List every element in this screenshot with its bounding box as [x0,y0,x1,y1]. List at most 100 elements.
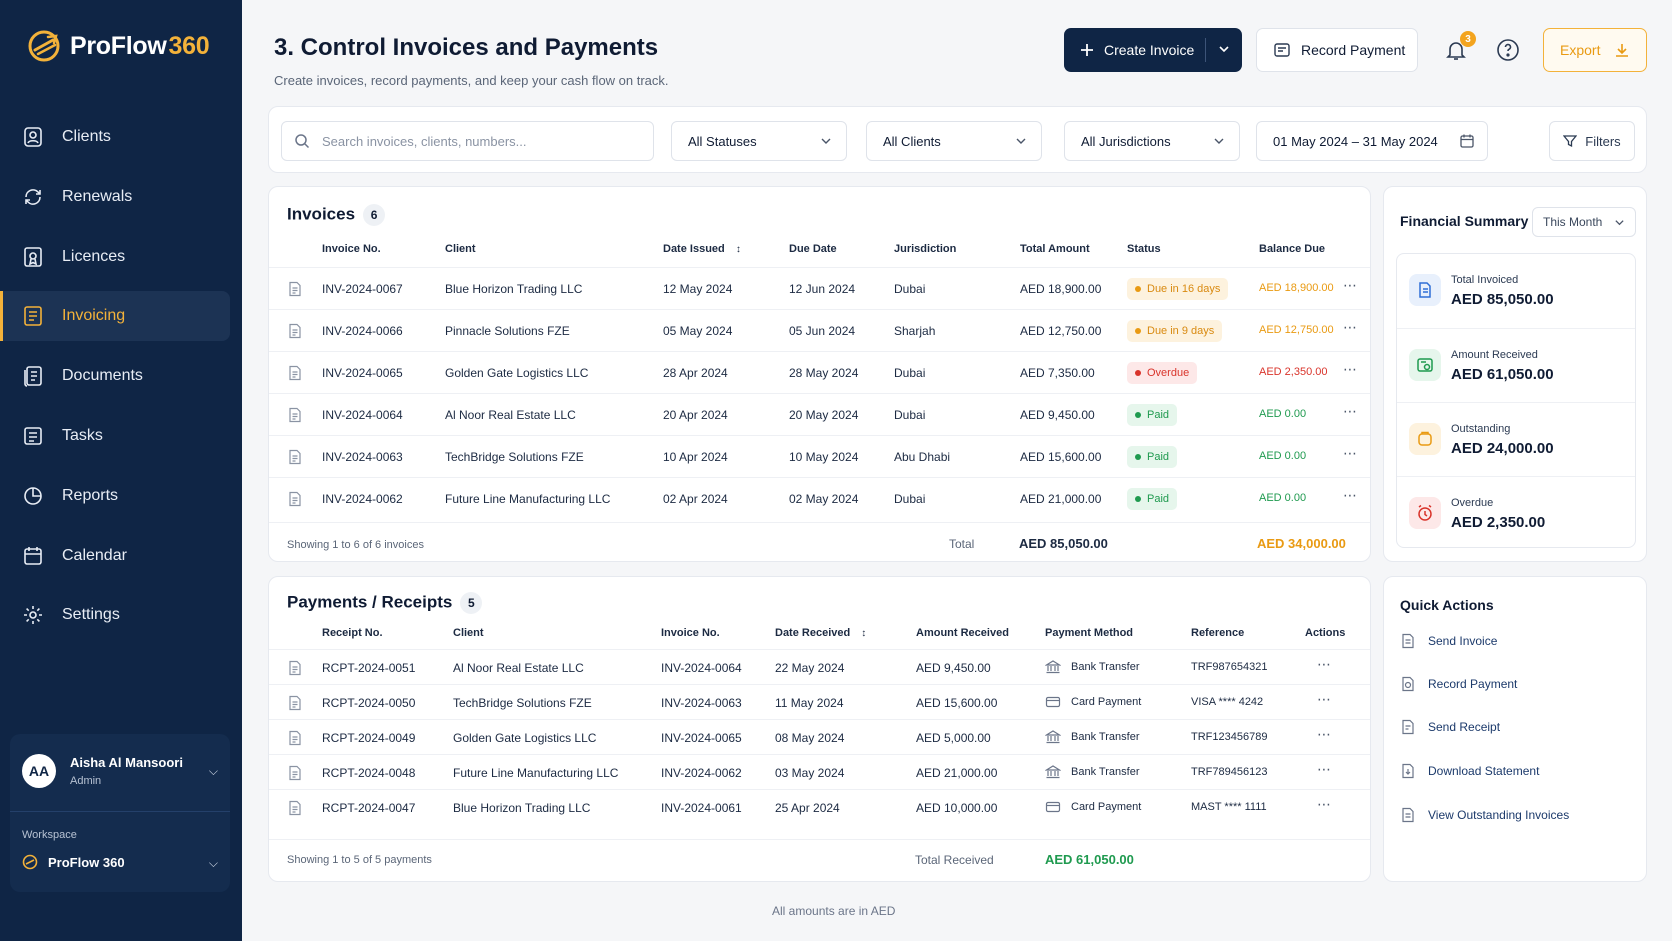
receipt-client: Golden Gate Logistics LLC [453,731,597,745]
filter-bar: Search invoices, clients, numbers... All… [268,106,1647,173]
invoice-doc-icon [1409,274,1441,306]
quick-action-send-receipt[interactable]: Send Receipt [1400,719,1500,735]
receipt-invoice-number[interactable]: INV-2024-0062 [661,766,742,780]
invoice-number[interactable]: INV-2024-0067 [322,282,403,296]
page-subtitle: Create invoices, record payments, and ke… [274,73,669,88]
nav-item-reports[interactable]: Reports [0,471,230,521]
invoice-date-issued: 10 Apr 2024 [663,450,728,464]
bell-icon[interactable] [1444,38,1468,62]
record-payment-button[interactable]: Record Payment [1256,28,1418,72]
column-header: Amount Received [916,627,1009,639]
summary-total-invoiced: Total Invoiced AED 85,050.00 [1397,254,1635,328]
status-select[interactable]: All Statuses [671,121,847,161]
invoice-number[interactable]: INV-2024-0064 [322,408,403,422]
workspace-selector[interactable]: ProFlow 360 [22,854,125,870]
search-input[interactable]: Search invoices, clients, numbers... [281,121,654,161]
table-row[interactable]: INV-2024-0062 Future Line Manufacturing L… [269,477,1370,519]
filters-button[interactable]: Filters [1549,121,1635,161]
receipt-client: Future Line Manufacturing LLC [453,766,619,780]
more-options-icon[interactable]: ⋯ [1317,761,1332,777]
receipt-number[interactable]: RCPT-2024-0050 [322,696,416,710]
invoice-total: AED 7,350.00 [1020,366,1095,380]
receipt-date: 08 May 2024 [775,731,845,745]
quick-action-record-payment[interactable]: Record Payment [1400,676,1517,692]
nav-item-licences[interactable]: Licences [0,232,230,282]
receipt-number[interactable]: RCPT-2024-0048 [322,766,416,780]
receipt-icon [1274,43,1290,57]
nav-item-calendar[interactable]: Calendar [0,531,230,581]
table-row[interactable]: INV-2024-0067 Blue Horizon Trading LLC 12 … [269,267,1370,309]
more-options-icon[interactable]: ⋯ [1343,277,1358,293]
sort-icon[interactable]: ↕ [861,628,867,639]
summary-list: Total Invoiced AED 85,050.00 Amount Rece… [1396,253,1636,548]
more-options-icon[interactable]: ⋯ [1317,691,1332,707]
user-menu[interactable]: AA Aisha Al Mansoori Admin [22,754,183,788]
export-button[interactable]: Export [1543,28,1647,72]
invoice-number[interactable]: INV-2024-0062 [322,492,403,506]
quick-action-send-invoice[interactable]: Send Invoice [1400,633,1497,649]
invoices-title: Invoices 6 [287,204,386,226]
column-header-sortable[interactable]: Date Issued ↕ [663,243,741,255]
client-select[interactable]: All Clients [866,121,1042,161]
nav-item-clients[interactable]: Clients [0,112,230,162]
quick-action-label: Send Invoice [1428,634,1498,648]
more-options-icon[interactable]: ⋯ [1317,796,1332,812]
jurisdiction-select[interactable]: All Jurisdictions [1064,121,1240,161]
table-row[interactable]: RCPT-2024-0048 Future Line Manufacturing … [269,754,1370,789]
receipt-invoice-number[interactable]: INV-2024-0063 [661,696,742,710]
more-options-icon[interactable]: ⋯ [1317,656,1332,672]
more-options-icon[interactable]: ⋯ [1343,403,1358,419]
receipt-invoice-number[interactable]: INV-2024-0065 [661,731,742,745]
chevron-down-icon[interactable]: ⌵ [208,856,218,870]
table-row[interactable]: INV-2024-0063 TechBridge Solutions FZE 10 … [269,435,1370,477]
table-row[interactable]: RCPT-2024-0051 Al Noor Real Estate LLC INV… [269,649,1370,684]
column-header: Client [453,627,484,639]
more-options-icon[interactable]: ⋯ [1343,319,1358,335]
help-icon[interactable] [1496,38,1520,62]
quick-action-view-outstanding[interactable]: View Outstanding Invoices [1400,807,1569,823]
table-row[interactable]: INV-2024-0064 Al Noor Real Estate LLC 20 A… [269,393,1370,435]
receipt-invoice-number[interactable]: INV-2024-0064 [661,661,742,675]
table-row[interactable]: RCPT-2024-0049 Golden Gate Logistics LLC I… [269,719,1370,754]
user-icon [22,126,44,148]
chevron-down-icon [1016,138,1026,144]
table-row[interactable]: RCPT-2024-0050 TechBridge Solutions FZE IN… [269,684,1370,719]
table-row[interactable]: RCPT-2024-0047 Blue Horizon Trading LLC IN… [269,789,1370,824]
main-nav: Clients Renewals Licences Invoicing Docu… [0,112,242,650]
period-select[interactable]: This Month [1532,207,1636,237]
more-options-icon[interactable]: ⋯ [1343,487,1358,503]
nav-item-invoicing[interactable]: Invoicing [0,291,230,342]
nav-item-documents[interactable]: Documents [0,351,230,401]
invoice-number[interactable]: INV-2024-0065 [322,366,403,380]
create-invoice-button[interactable]: Create Invoice [1064,28,1242,72]
chevron-down-icon[interactable]: ⌵ [208,764,218,778]
invoice-number[interactable]: INV-2024-0066 [322,324,403,338]
app-logo[interactable]: ProFlow360 [26,28,210,64]
receipt-invoice-number[interactable]: INV-2024-0061 [661,801,742,815]
date-range-picker[interactable]: 01 May 2024 – 31 May 2024 [1256,121,1488,161]
cash-icon [1409,349,1441,381]
nav-item-tasks[interactable]: Tasks [0,411,230,461]
chevron-down-icon[interactable] [1217,42,1231,56]
invoice-client: Pinnacle Solutions FZE [445,324,570,338]
nav-item-renewals[interactable]: Renewals [0,172,230,222]
column-header-sortable[interactable]: Date Received ↕ [775,627,867,639]
more-options-icon[interactable]: ⋯ [1317,726,1332,742]
column-header: Actions [1305,627,1346,639]
invoice-icon [22,305,44,327]
receipt-number[interactable]: RCPT-2024-0049 [322,731,416,745]
sort-icon[interactable]: ↕ [735,244,741,255]
payment-method: Bank Transfer [1071,661,1140,673]
table-row[interactable]: INV-2024-0066 Pinnacle Solutions FZE 05 Ma… [269,309,1370,351]
invoice-balance: AED 18,900.00 [1259,282,1334,294]
quick-action-label: View Outstanding Invoices [1428,808,1570,822]
invoice-number[interactable]: INV-2024-0063 [322,450,403,464]
quick-action-download-statement[interactable]: Download Statement [1400,763,1539,779]
receipt-number[interactable]: RCPT-2024-0047 [322,801,416,815]
table-row[interactable]: INV-2024-0065 Golden Gate Logistics LLC 28… [269,351,1370,393]
nav-item-settings[interactable]: Settings [0,590,230,640]
chevron-down-icon [1214,138,1224,144]
more-options-icon[interactable]: ⋯ [1343,361,1358,377]
more-options-icon[interactable]: ⋯ [1343,445,1358,461]
receipt-number[interactable]: RCPT-2024-0051 [322,661,416,675]
